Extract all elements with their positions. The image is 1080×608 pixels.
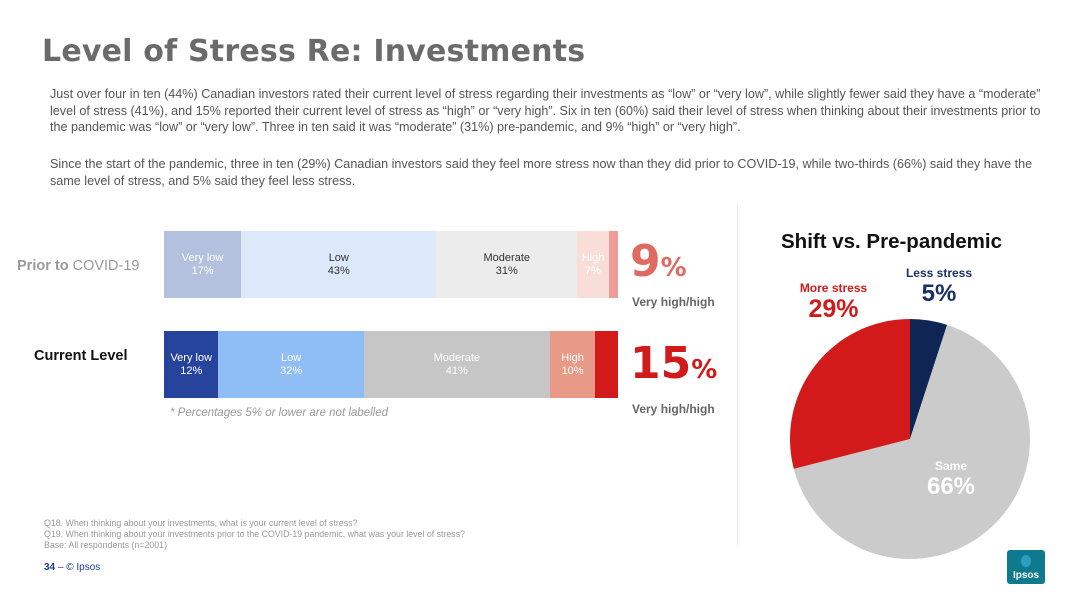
less-stress-label: Less stress xyxy=(905,266,973,280)
segment-value-label: 31% xyxy=(495,264,518,277)
footnote-base: Base: All respondents (n=2001) xyxy=(44,540,167,550)
summary-paragraph-2: Since the start of the pandemic, three i… xyxy=(50,157,1033,188)
bar-segment-high: High 10% xyxy=(549,331,596,398)
current-total-number: 15 xyxy=(630,338,692,389)
segment-category-label: Very low xyxy=(181,251,224,264)
pie-slice-same xyxy=(793,324,1030,559)
segment-category-label: Moderate xyxy=(483,251,530,264)
pie-slice-more-stress xyxy=(790,319,910,469)
pie-label-same: Same 66% xyxy=(915,459,987,501)
section-divider xyxy=(737,205,738,545)
bar-segment-very-low: Very low 12% xyxy=(164,331,219,398)
footnote-q18: Q18. When thinking about your investment… xyxy=(44,518,358,528)
more-stress-label: More stress xyxy=(799,281,868,295)
pie-title: Shift vs. Pre-pandemic xyxy=(781,230,1003,253)
segment-category-label: Low xyxy=(328,251,349,264)
bar-segment-very-high xyxy=(595,331,618,398)
segment-category-label: Moderate xyxy=(433,351,481,364)
copyright: © Ipsos xyxy=(66,562,101,573)
logo-mark-icon xyxy=(1021,555,1031,567)
bar-segment-low: Low 32% xyxy=(218,331,364,398)
summary-paragraph-1: Just over four in ten (44%) Canadian inv… xyxy=(50,87,1041,135)
current-row-label: Current Level xyxy=(34,348,128,364)
logo-text: Ipsos xyxy=(1012,570,1040,581)
same-label: Same xyxy=(934,459,968,473)
current-total-caption: Very high/high xyxy=(632,402,715,416)
segment-value-label: 41% xyxy=(445,364,468,377)
segment-value-label: 7% xyxy=(585,264,601,277)
bar-segment-very-low: Very low 17% xyxy=(164,231,242,298)
same-value: 66% xyxy=(926,473,976,500)
segment-value-label: 10% xyxy=(561,364,584,377)
page-title: Level of Stress Re: Investments xyxy=(42,34,586,69)
prior-row-label: Prior to COVID-19 xyxy=(17,258,139,274)
current-total-percent: 15% xyxy=(630,338,717,389)
pie-slice-less-stress xyxy=(910,319,948,439)
bar-segment-low: Low 43% xyxy=(241,231,437,298)
pie-label-less-stress: Less stress 5% xyxy=(903,266,975,308)
segment-value-label: 32% xyxy=(280,364,303,377)
segment-value-label: 17% xyxy=(191,264,214,277)
segment-category-label: High xyxy=(561,351,584,364)
prior-label-rest: COVID-19 xyxy=(68,258,140,274)
prior-label-bold: Prior to xyxy=(17,258,69,274)
segment-value-label: 12% xyxy=(180,364,203,377)
segment-category-label: Low xyxy=(281,351,302,364)
footer-separator: – xyxy=(55,562,67,573)
pie-label-more-stress: More stress 29% xyxy=(796,281,871,324)
chart-note: * Percentages 5% or lower are not labell… xyxy=(170,407,388,419)
prior-total-symbol: % xyxy=(660,253,687,283)
prior-total-number: 9 xyxy=(630,236,661,287)
current-total-symbol: % xyxy=(691,355,718,385)
bar-segment-moderate: Moderate 31% xyxy=(436,231,578,298)
prior-total-caption: Very high/high xyxy=(632,295,715,309)
page-number: 34 xyxy=(44,562,56,573)
ipsos-logo: Ipsos xyxy=(1007,550,1045,584)
more-stress-value: 29% xyxy=(808,295,859,323)
bar-segment-high: High 7% xyxy=(577,231,609,298)
prior-total-percent: 9% xyxy=(630,236,687,287)
bar-segment-moderate: Moderate 41% xyxy=(363,331,550,398)
footnote-q19: Q19. When thinking about your investment… xyxy=(44,529,465,539)
less-stress-value: 5% xyxy=(921,280,957,307)
segment-category-label: High xyxy=(581,251,605,264)
pie-chart xyxy=(790,319,1030,559)
segment-value-label: 43% xyxy=(327,264,350,277)
page-footer: 34 – © Ipsos xyxy=(44,562,100,573)
bar-segment-very-high xyxy=(608,231,618,298)
segment-category-label: Very low xyxy=(170,351,213,364)
